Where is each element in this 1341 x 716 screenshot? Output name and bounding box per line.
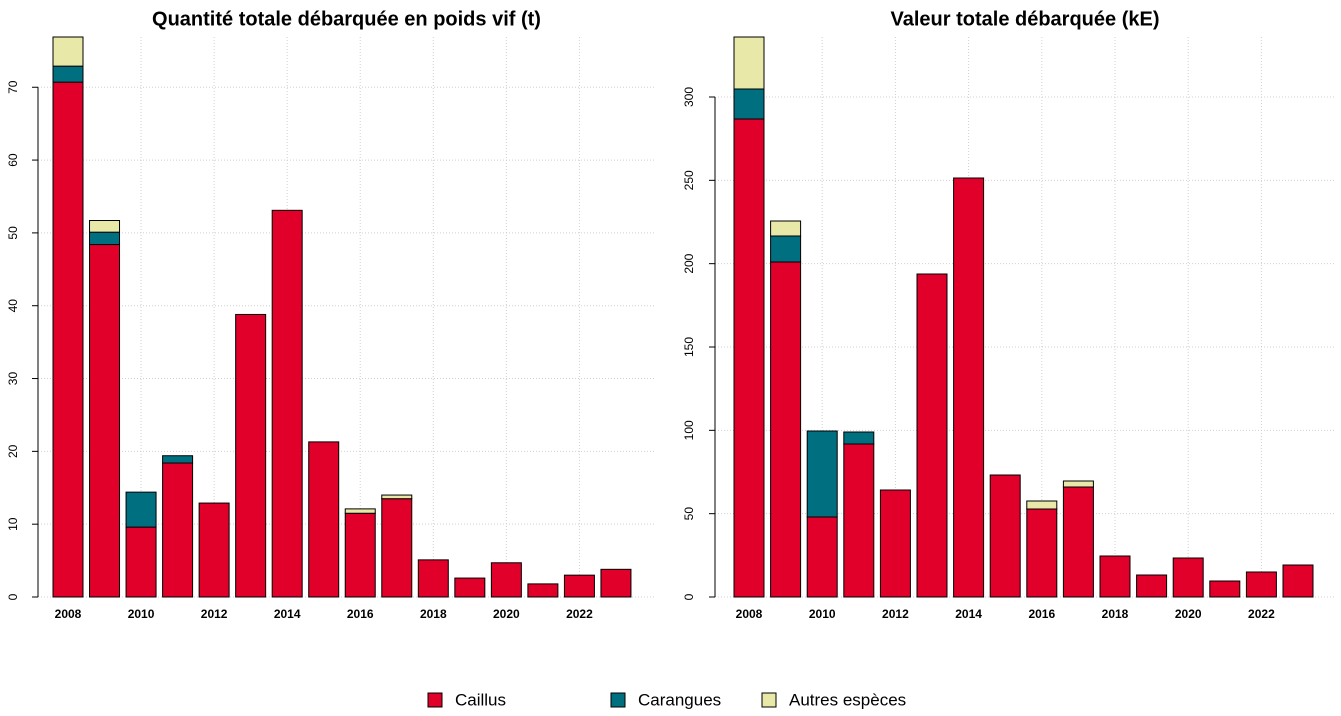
bar-segment (344, 512, 376, 598)
bar-segment (843, 431, 875, 445)
bar-segment (89, 231, 121, 246)
bar-segment (52, 81, 84, 598)
y-tick-label: 300 (682, 87, 696, 107)
bar-segment (271, 209, 303, 598)
bar-segment (600, 568, 632, 598)
x-tick-label: 2020 (493, 607, 520, 621)
x-tick-label: 2012 (201, 607, 228, 621)
bar-segment (381, 494, 413, 500)
x-tick-label: 2008 (55, 607, 82, 621)
y-tick-label: 40 (6, 299, 20, 313)
bar-segment (1026, 500, 1058, 510)
legend-label: Carangues (638, 690, 721, 709)
y-tick-label: 0 (682, 593, 696, 600)
bar-segment (1209, 580, 1241, 598)
bar-segment (125, 491, 157, 528)
bar-segment (89, 220, 121, 233)
bar-segment (1062, 480, 1094, 488)
x-tick-label: 2014 (274, 607, 301, 621)
x-tick-label: 2014 (955, 607, 982, 621)
bar-segment (381, 498, 413, 598)
bar-segment (563, 574, 595, 598)
bar-segment (733, 118, 765, 598)
y-tick-label: 60 (6, 153, 20, 167)
bar-segment (52, 65, 84, 83)
legend-swatch (761, 692, 777, 708)
y-tick-label: 150 (682, 337, 696, 357)
bar-segment (125, 526, 157, 598)
bar-segment (1026, 508, 1058, 598)
bar-segment (1062, 486, 1094, 598)
bar-segment (1136, 574, 1168, 598)
bar-segment (989, 474, 1021, 598)
chart-title: Quantité totale débarquée en poids vif (… (152, 8, 541, 30)
bar-segment (770, 235, 802, 263)
bar-segment (770, 261, 802, 598)
bar-segment (916, 273, 948, 598)
bar-segment (879, 489, 911, 598)
x-tick-label: 2022 (566, 607, 593, 621)
bar-segment (953, 177, 985, 598)
bar-segment (806, 430, 838, 518)
y-tick-label: 50 (6, 226, 20, 240)
bar-segment (490, 562, 522, 598)
x-tick-label: 2012 (882, 607, 909, 621)
bar-segment (198, 502, 230, 598)
bar-segment (417, 559, 449, 598)
bar-segment (162, 455, 194, 464)
y-tick-label: 50 (682, 507, 696, 521)
y-tick-label: 10 (6, 517, 20, 531)
bar-segment (1099, 555, 1131, 598)
bar-segment (770, 220, 802, 237)
x-tick-label: 2008 (736, 607, 763, 621)
x-tick-label: 2018 (420, 607, 447, 621)
y-tick-label: 20 (6, 444, 20, 458)
legend-swatch (610, 692, 626, 708)
bar-segment (1172, 557, 1204, 598)
x-tick-label: 2018 (1102, 607, 1129, 621)
y-tick-label: 70 (6, 80, 20, 94)
legend-label: Autres espèces (789, 690, 906, 709)
x-tick-label: 2010 (128, 607, 155, 621)
bar-segment (733, 88, 765, 120)
chart-title: Valeur totale débarquée (kE) (891, 8, 1160, 30)
bar-segment (308, 441, 340, 598)
bar-segment (1282, 564, 1314, 598)
bar-segment (344, 508, 376, 514)
bar-segment (843, 443, 875, 598)
y-tick-label: 30 (6, 372, 20, 386)
y-tick-label: 250 (682, 170, 696, 190)
x-tick-label: 2022 (1248, 607, 1275, 621)
bar-segment (162, 462, 194, 598)
y-tick-label: 100 (682, 420, 696, 440)
bar-segment (527, 583, 559, 598)
bar-segment (806, 516, 838, 598)
x-tick-label: 2016 (347, 607, 374, 621)
x-tick-label: 2020 (1175, 607, 1202, 621)
x-tick-label: 2010 (809, 607, 836, 621)
bar-segment (52, 36, 84, 67)
y-tick-label: 0 (6, 593, 20, 600)
bar-segment (733, 36, 765, 90)
y-tick-label: 200 (682, 253, 696, 273)
legend-swatch (427, 692, 443, 708)
x-tick-label: 2016 (1028, 607, 1055, 621)
bar-segment (454, 577, 486, 598)
bar-segment (1245, 571, 1277, 598)
bar-segment (235, 313, 267, 598)
bar-segment (89, 244, 121, 598)
legend-label: Caillus (455, 690, 506, 709)
